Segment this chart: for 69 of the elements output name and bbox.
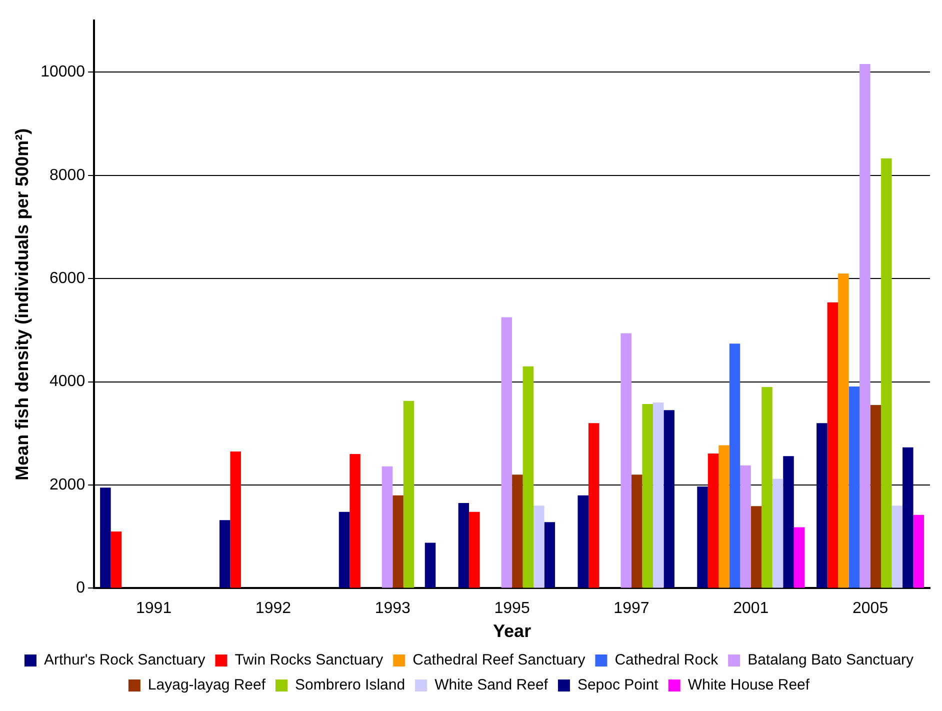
y-tick-label: 0 bbox=[76, 580, 86, 597]
bar bbox=[718, 445, 730, 588]
bar bbox=[350, 454, 360, 588]
bar bbox=[338, 512, 350, 588]
bar bbox=[664, 410, 674, 588]
bar bbox=[642, 404, 653, 588]
y-tick-label: 6000 bbox=[50, 270, 86, 288]
bar bbox=[392, 495, 404, 588]
bar bbox=[100, 488, 111, 588]
bar bbox=[578, 495, 588, 588]
bar bbox=[827, 302, 838, 588]
y-axis-title: Mean fish density (individuals per 500m²) bbox=[12, 128, 32, 480]
bar bbox=[501, 317, 512, 588]
bar bbox=[403, 400, 414, 588]
bar bbox=[230, 451, 241, 588]
x-tick-label: 1993 bbox=[374, 600, 411, 618]
legend-label: Sombrero Island bbox=[295, 676, 406, 694]
bar bbox=[902, 447, 914, 588]
legend-label: Sepoc Point bbox=[577, 676, 660, 694]
bar bbox=[110, 531, 122, 588]
legend-label: Arthur's Rock Sanctuary bbox=[44, 652, 206, 669]
y-tick-label: 4000 bbox=[50, 373, 86, 390]
legend-label: Twin Rocks Sanctuary bbox=[234, 652, 384, 669]
bar bbox=[424, 542, 436, 588]
bar bbox=[892, 506, 903, 588]
bar bbox=[588, 423, 600, 588]
bar bbox=[544, 522, 556, 588]
bar bbox=[522, 366, 534, 588]
x-axis-title: Year bbox=[493, 621, 532, 642]
bar bbox=[838, 273, 849, 588]
bar bbox=[708, 454, 719, 588]
bar bbox=[772, 478, 784, 588]
bar bbox=[740, 465, 751, 588]
bar bbox=[219, 520, 230, 588]
bar bbox=[870, 405, 882, 588]
legend-label: Layag-layag Reef bbox=[148, 676, 266, 694]
bar bbox=[382, 466, 393, 588]
bar bbox=[458, 503, 470, 588]
x-tick-label: 1992 bbox=[255, 600, 292, 618]
bar bbox=[794, 527, 805, 588]
legend-label: Cathedral Reef Sanctuary bbox=[412, 652, 586, 669]
bar bbox=[816, 423, 828, 588]
legend-label: White House Reef bbox=[688, 676, 810, 694]
bar bbox=[631, 474, 642, 588]
legend-label: Batalang Bato Sanctuary bbox=[748, 652, 914, 669]
legend-label: White Sand Reef bbox=[434, 676, 549, 694]
bar bbox=[881, 158, 892, 588]
bar bbox=[750, 506, 762, 588]
bar bbox=[620, 333, 632, 588]
bar bbox=[783, 456, 794, 588]
bar bbox=[913, 514, 924, 588]
bar bbox=[652, 402, 664, 588]
bar bbox=[762, 386, 772, 588]
bar bbox=[729, 344, 740, 588]
bar bbox=[469, 512, 480, 588]
bar bbox=[848, 386, 860, 588]
bar bbox=[697, 486, 708, 588]
y-tick-label: 2000 bbox=[50, 476, 86, 494]
y-tick-label: 8000 bbox=[50, 166, 86, 184]
x-tick-label: 2001 bbox=[733, 600, 769, 618]
x-tick-label: 1991 bbox=[136, 600, 172, 618]
x-tick-label: 1997 bbox=[614, 600, 650, 618]
y-tick-label: 10000 bbox=[40, 64, 86, 81]
bar bbox=[512, 474, 523, 588]
bar bbox=[534, 506, 544, 588]
bar bbox=[860, 64, 870, 588]
legend-label: Cathedral Rock bbox=[614, 652, 719, 669]
x-tick-label: 1995 bbox=[494, 600, 530, 618]
x-tick-label: 2005 bbox=[852, 600, 888, 618]
